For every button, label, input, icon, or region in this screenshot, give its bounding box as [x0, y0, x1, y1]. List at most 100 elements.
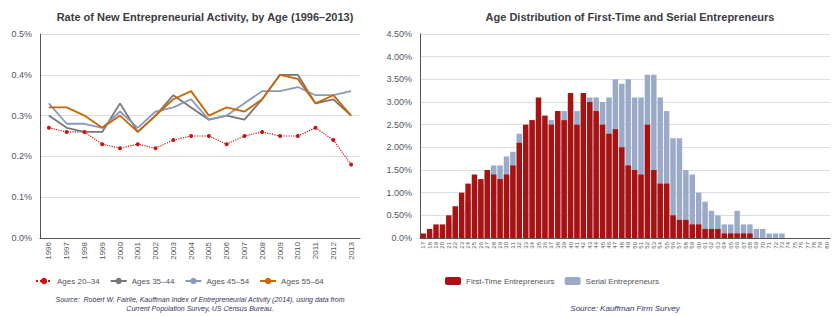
svg-text:80: 80: [824, 241, 830, 248]
svg-text:41: 41: [574, 241, 580, 248]
svg-text:Ages 55–64: Ages 55–64: [281, 277, 324, 286]
svg-text:1996: 1996: [44, 241, 53, 259]
svg-text:46: 46: [606, 241, 612, 248]
svg-text:Source: Kauffman Firm Survey: Source: Kauffman Firm Survey: [570, 304, 680, 313]
svg-text:59: 59: [689, 241, 695, 248]
svg-text:56: 56: [670, 241, 676, 248]
svg-text:42: 42: [580, 241, 586, 248]
svg-text:67: 67: [741, 241, 747, 248]
svg-text:2002: 2002: [151, 241, 160, 259]
svg-text:2.50%: 2.50%: [386, 120, 412, 130]
svg-text:49: 49: [625, 241, 631, 248]
svg-text:51: 51: [638, 241, 644, 248]
svg-text:Ages 45–54: Ages 45–54: [206, 277, 249, 286]
svg-text:40: 40: [568, 241, 574, 248]
svg-text:2010: 2010: [293, 241, 302, 259]
svg-text:2000: 2000: [116, 241, 125, 259]
svg-text:53: 53: [651, 241, 657, 248]
svg-text:2009: 2009: [276, 241, 285, 259]
svg-text:21: 21: [446, 241, 452, 248]
svg-text:22: 22: [452, 241, 458, 248]
svg-text:23: 23: [459, 241, 465, 248]
svg-text:2013: 2013: [347, 241, 356, 259]
svg-text:34: 34: [529, 241, 535, 248]
svg-text:26: 26: [478, 241, 484, 248]
svg-text:36: 36: [542, 241, 548, 248]
svg-text:43: 43: [587, 241, 593, 248]
svg-text:69: 69: [753, 241, 759, 248]
svg-text:17: 17: [420, 241, 426, 248]
svg-text:0.0%: 0.0%: [11, 233, 32, 243]
svg-text:3.00%: 3.00%: [386, 97, 412, 107]
svg-text:70: 70: [760, 241, 766, 248]
svg-text:Source: Robert W. Fairlie, Ka: Source: Robert W. Fairlie, Kauffman Inde…: [56, 296, 345, 304]
svg-text:3.50%: 3.50%: [386, 74, 412, 84]
svg-text:2011: 2011: [311, 241, 320, 259]
svg-text:2.00%: 2.00%: [386, 142, 412, 152]
svg-text:64: 64: [721, 241, 727, 248]
svg-text:0.0%: 0.0%: [391, 233, 412, 243]
svg-text:Ages 20–34: Ages 20–34: [57, 277, 100, 286]
svg-text:52: 52: [644, 241, 650, 248]
svg-text:48: 48: [619, 241, 625, 248]
svg-text:Rate of New Entrepreneurial Ac: Rate of New Entrepreneurial Activity, by…: [57, 11, 354, 23]
svg-text:38: 38: [555, 241, 561, 248]
svg-text:18: 18: [427, 241, 433, 248]
svg-text:Current Population Survey, US: Current Population Survey, US Census Bur…: [126, 305, 273, 313]
svg-text:61: 61: [702, 241, 708, 248]
svg-text:74: 74: [785, 241, 791, 248]
svg-text:72: 72: [773, 241, 779, 248]
svg-text:75: 75: [792, 241, 798, 248]
svg-text:60: 60: [696, 241, 702, 248]
svg-text:1999: 1999: [98, 241, 107, 259]
svg-text:28: 28: [491, 241, 497, 248]
svg-text:4.00%: 4.00%: [386, 52, 412, 62]
svg-text:25: 25: [471, 241, 477, 248]
svg-text:0.3%: 0.3%: [11, 111, 32, 121]
svg-text:1997: 1997: [62, 241, 71, 259]
svg-text:2008: 2008: [258, 241, 267, 259]
svg-text:0.4%: 0.4%: [11, 70, 32, 80]
svg-text:27: 27: [484, 241, 490, 248]
svg-text:32: 32: [516, 241, 522, 248]
svg-text:44: 44: [593, 241, 599, 248]
svg-text:57: 57: [676, 241, 682, 248]
svg-text:19: 19: [433, 241, 439, 248]
svg-text:76: 76: [798, 241, 804, 248]
svg-text:1998: 1998: [80, 241, 89, 259]
svg-text:Age Distribution of First-Time: Age Distribution of First-Time and Seria…: [486, 11, 775, 23]
svg-text:2007: 2007: [240, 241, 249, 259]
svg-text:Serial Entrepreneurs: Serial Entrepreneurs: [586, 277, 659, 286]
svg-text:39: 39: [561, 241, 567, 248]
svg-text:0.50%: 0.50%: [386, 210, 412, 220]
svg-text:45: 45: [600, 241, 606, 248]
svg-text:54: 54: [657, 241, 663, 248]
svg-text:35: 35: [536, 241, 542, 248]
svg-text:68: 68: [747, 241, 753, 248]
svg-text:73: 73: [779, 241, 785, 248]
svg-text:29: 29: [497, 241, 503, 248]
svg-text:50: 50: [632, 241, 638, 248]
svg-text:58: 58: [683, 241, 689, 248]
svg-text:0.5%: 0.5%: [11, 29, 32, 39]
svg-text:33: 33: [523, 241, 529, 248]
svg-text:62: 62: [708, 241, 714, 248]
svg-text:77: 77: [805, 241, 811, 248]
svg-text:4.50%: 4.50%: [386, 29, 412, 39]
svg-text:71: 71: [766, 241, 772, 248]
svg-text:0.1%: 0.1%: [11, 192, 32, 202]
svg-text:2004: 2004: [187, 241, 196, 259]
svg-text:1.50%: 1.50%: [386, 165, 412, 175]
svg-text:20: 20: [439, 241, 445, 248]
svg-text:Ages 35–44: Ages 35–44: [132, 277, 175, 286]
svg-text:2012: 2012: [329, 241, 338, 259]
svg-text:2006: 2006: [222, 241, 231, 259]
svg-text:65: 65: [728, 241, 734, 248]
svg-text:79: 79: [817, 241, 823, 248]
svg-text:66: 66: [734, 241, 740, 248]
svg-text:2005: 2005: [204, 241, 213, 259]
svg-text:24: 24: [465, 241, 471, 248]
svg-text:1.00%: 1.00%: [386, 188, 412, 198]
svg-text:63: 63: [715, 241, 721, 248]
svg-text:78: 78: [811, 241, 817, 248]
